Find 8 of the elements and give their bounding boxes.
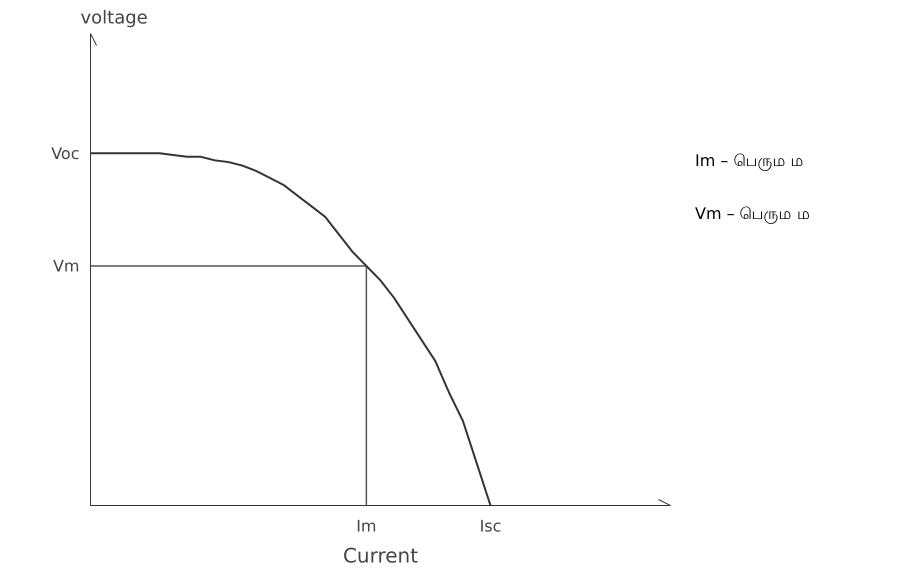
text: Vm – பெரும ம (695, 202, 810, 226)
text: Voc (51, 144, 80, 163)
x-tick-label: Im (356, 516, 377, 536)
x-tick-label: Isc (480, 516, 502, 536)
text: Im – பெரும ம (695, 150, 805, 173)
annotation: Vm (52, 256, 80, 276)
text: voltage (80, 8, 148, 28)
x-axis-title: Current (342, 544, 418, 568)
